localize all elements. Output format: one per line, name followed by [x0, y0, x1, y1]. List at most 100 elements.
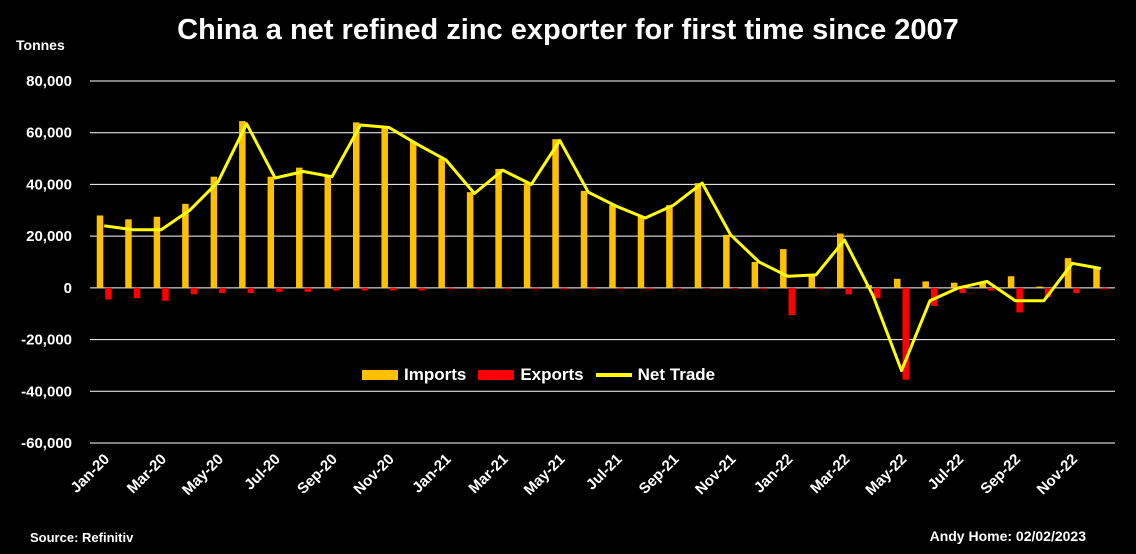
exports-bar [646, 287, 653, 290]
imports-bar [1093, 268, 1100, 288]
x-tick-label: Jan-20 [67, 451, 113, 497]
y-tick-label: 0 [64, 280, 72, 297]
imports-bar [352, 122, 360, 288]
author-credit: Andy Home: 02/02/2023 [929, 528, 1086, 544]
exports-bar [1044, 287, 1052, 297]
legend-label-exports: Exports [520, 365, 584, 384]
imports-bar [523, 183, 531, 288]
imports-bar [751, 262, 759, 288]
x-tick-label: Nov-20 [350, 451, 397, 498]
y-axis-unit-label: Tonnes [16, 37, 65, 53]
x-tick-label: Mar-22 [807, 451, 853, 497]
exports-bar [845, 287, 853, 295]
exports-bar [873, 287, 881, 299]
legend-label-net-trade: Net Trade [637, 365, 716, 384]
imports-bar [580, 190, 588, 288]
x-tick-label: Nov-21 [692, 451, 739, 498]
exports-bar [247, 287, 255, 294]
exports-bar [333, 287, 340, 291]
imports-bar [922, 281, 929, 288]
imports-bar [466, 192, 474, 288]
exports-bar [503, 287, 511, 290]
exports-bar [902, 287, 909, 380]
exports-bar [361, 287, 368, 291]
y-tick-label: -60,000 [21, 435, 72, 452]
imports-bar [893, 278, 901, 288]
imports-bar [267, 176, 275, 288]
imports-bar [837, 233, 844, 288]
source-note: Source: Refinitiv [30, 530, 134, 545]
imports-bar [495, 168, 502, 288]
y-axis-tick-labels: 80,000 60,000 40,000 20,000 0 -20,000 -40,000 -… [21, 73, 72, 452]
x-tick-label: Sep-22 [977, 451, 1024, 498]
exports-bar [190, 287, 198, 295]
legend-label-imports: Imports [404, 365, 467, 384]
x-tick-label: Jul-20 [241, 451, 284, 494]
x-tick-label: Jul-22 [925, 451, 968, 494]
imports-bar [239, 121, 246, 288]
imports-bar [96, 215, 104, 288]
bars [96, 121, 1109, 380]
legend-swatch-imports [362, 370, 398, 380]
exports-bar [133, 287, 141, 299]
y-tick-label: 80,000 [26, 73, 72, 90]
legend-swatch-net-trade [595, 373, 632, 377]
x-tick-label: Jan-22 [751, 451, 797, 497]
imports-bar [950, 282, 958, 288]
x-axis-tick-labels: Jan-20 Mar-20 May-20 Jul-20 Sep-20 Nov-20 Jan-… [67, 451, 1081, 499]
grid-lines [90, 80, 1115, 444]
y-tick-label: 20,000 [26, 228, 72, 245]
exports-bar [731, 287, 739, 289]
imports-bar [381, 127, 388, 288]
imports-bar [409, 141, 417, 288]
chart-title: China a net refined zinc exporter for fi… [177, 14, 959, 46]
x-tick-label: May-22 [862, 451, 910, 499]
exports-bar [276, 287, 283, 292]
imports-bar [125, 219, 132, 288]
x-tick-label: Mar-21 [465, 451, 511, 497]
exports-bar [987, 287, 995, 291]
imports-bar [182, 203, 189, 288]
x-tick-label: Mar-20 [124, 451, 170, 497]
legend-item-net-trade: Net Trade [595, 365, 716, 385]
x-tick-label: Sep-21 [636, 451, 683, 498]
exports-bar [560, 287, 568, 290]
exports-bar [304, 287, 312, 292]
imports-bar [210, 176, 218, 288]
imports-bar [979, 282, 986, 288]
imports-bar [609, 205, 616, 288]
exports-bar [959, 287, 966, 294]
imports-bar [637, 216, 645, 288]
imports-bar [780, 249, 787, 288]
exports-bar [105, 287, 112, 300]
imports-bar [552, 139, 559, 288]
exports-bar [475, 287, 482, 290]
exports-bar [219, 287, 226, 294]
imports-bar [1007, 276, 1015, 288]
imports-bar [438, 158, 445, 288]
exports-bar [674, 287, 682, 289]
exports-bar [589, 287, 596, 290]
x-tick-label: May-21 [521, 451, 569, 499]
exports-bar [617, 287, 625, 290]
exports-bar [788, 287, 796, 316]
y-tick-label: 40,000 [26, 176, 72, 193]
exports-bar [1101, 287, 1109, 290]
y-tick-label: 60,000 [26, 125, 72, 142]
y-tick-label: -40,000 [21, 383, 72, 400]
net-trade-series-line [103, 122, 1102, 373]
x-tick-label: Jan-21 [409, 451, 455, 497]
exports-bar [162, 287, 169, 301]
legend: Imports Exports Net Trade [362, 365, 727, 385]
exports-bar [930, 287, 938, 306]
exports-bar [389, 287, 397, 291]
exports-bar [703, 287, 710, 289]
exports-bar [418, 287, 425, 291]
legend-swatch-exports [478, 370, 515, 380]
imports-bar [324, 175, 332, 288]
legend-item-exports: Exports [478, 365, 584, 385]
imports-bar [1036, 286, 1043, 288]
x-tick-label: Sep-20 [294, 451, 341, 498]
net-trade-line [103, 122, 1102, 373]
